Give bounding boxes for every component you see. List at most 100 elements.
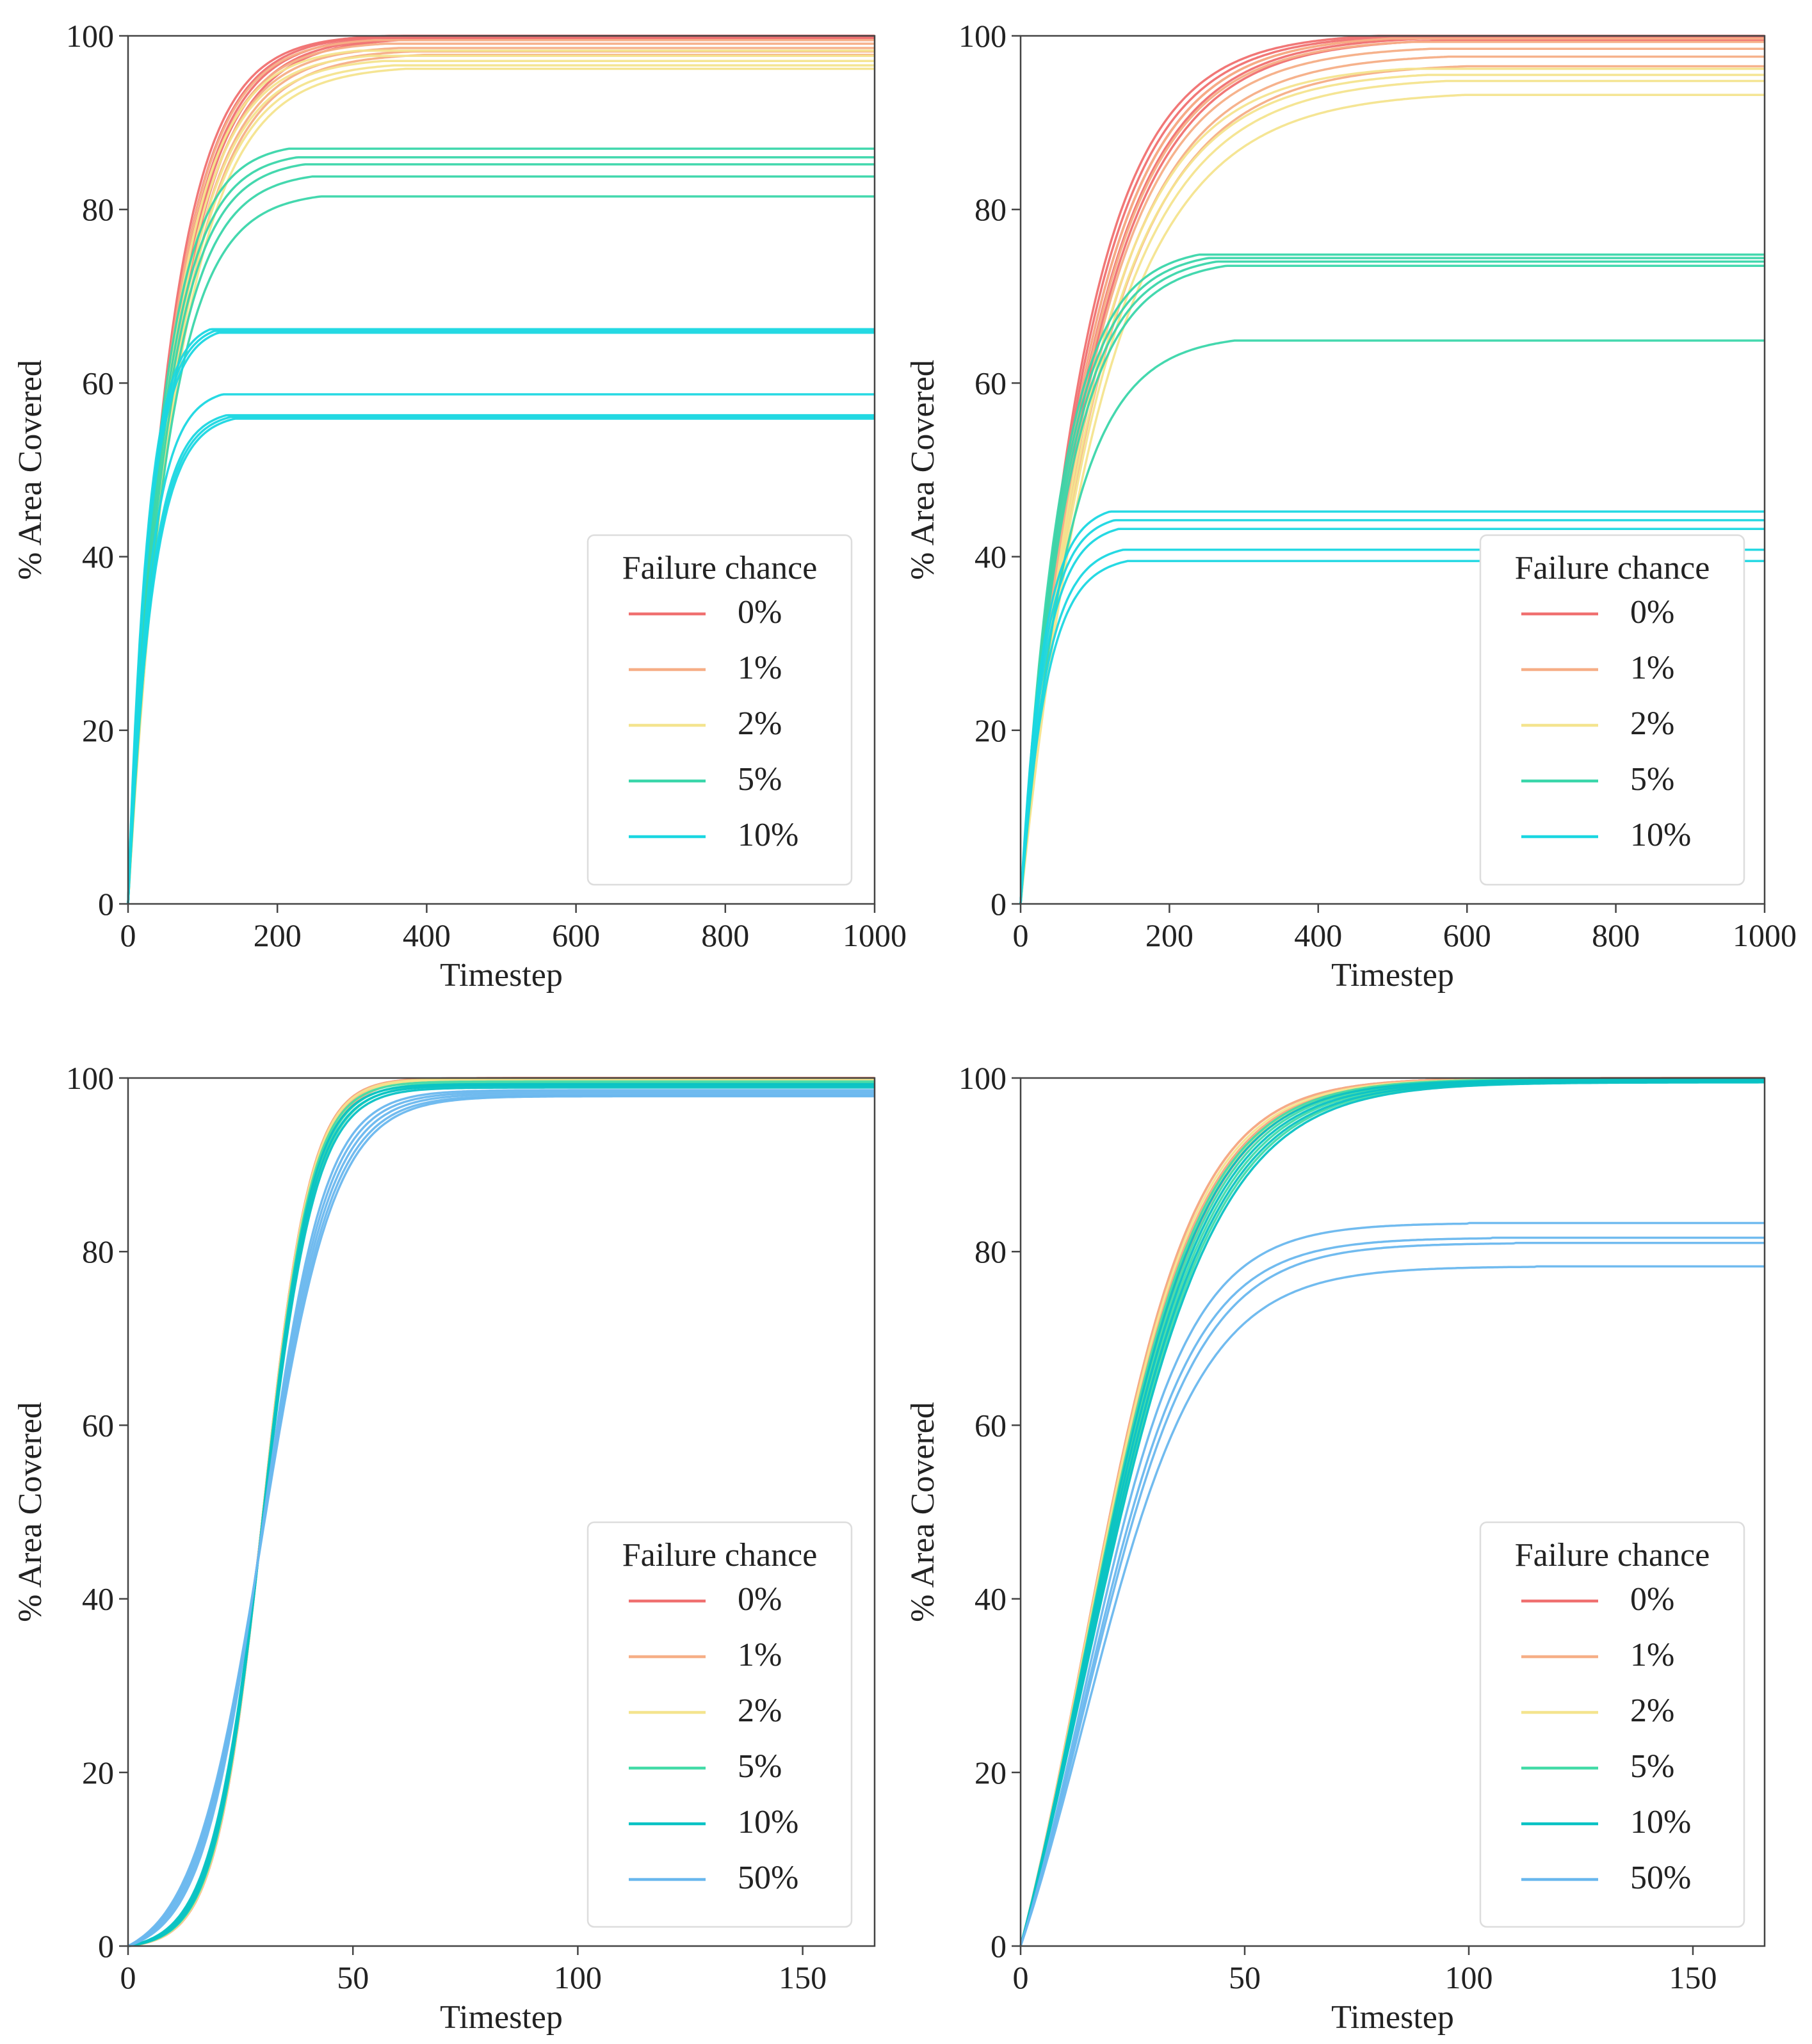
y-tick-label: 80 <box>975 191 1007 227</box>
x-tick-label: 100 <box>1445 1960 1493 1995</box>
x-tick-label: 800 <box>1592 917 1640 953</box>
series-layer <box>1019 1077 1765 1947</box>
x-axis-label: Timestep <box>1331 1999 1454 2036</box>
chart-top-left: 0 200 400 600 800 1000 0 20 40 60 80 100 Timestep %… <box>12 18 907 994</box>
x-tick-label: 100 <box>554 1960 602 1995</box>
y-tick-label: 0 <box>98 886 114 922</box>
y-tick-label: 40 <box>975 1581 1007 1617</box>
x-tick-label: 800 <box>701 917 749 953</box>
legend-title: Failure chance <box>622 550 818 586</box>
x-tick-label: 400 <box>403 917 451 953</box>
chart-bottom-right: 0 50 100 150 0 20 40 60 80 100 Timestep % Area Co… <box>905 1060 1766 2036</box>
y-tick-label: 40 <box>82 1581 114 1617</box>
series-line <box>1019 260 1765 905</box>
legend-entry: 5% <box>629 761 782 798</box>
plot-frame <box>1019 1077 1766 1947</box>
y-tick-label: 0 <box>991 1928 1007 1964</box>
series-line <box>1019 47 1765 905</box>
y-tick-label: 20 <box>82 1755 114 1791</box>
legend-entry: 10% <box>629 1804 798 1840</box>
series-line <box>1019 253 1765 905</box>
legend-label: 50% <box>738 1860 798 1896</box>
legend: Failure chance 0% 1% 2% 5% 10% <box>1479 534 1745 886</box>
y-tick-label: 80 <box>82 1234 114 1269</box>
y-axis-label: % Area Covered <box>905 360 941 580</box>
legend-entry: 0% <box>1521 1581 1674 1618</box>
legend-entry: 50% <box>1521 1860 1691 1896</box>
legend-title: Failure chance <box>1515 1537 1710 1573</box>
ticks-layer: 0 200 400 600 800 1000 0 20 40 60 80 100 <box>66 18 907 953</box>
series-line <box>127 60 875 905</box>
y-tick-label: 100 <box>959 18 1007 54</box>
series-line <box>127 1095 875 1947</box>
legend-label: 10% <box>1630 817 1691 853</box>
x-tick-label: 150 <box>779 1960 827 1995</box>
series-line <box>1019 264 1765 905</box>
legend-box <box>586 534 853 886</box>
legend-label: 1% <box>738 1637 782 1673</box>
y-tick-label: 20 <box>975 1755 1007 1791</box>
legend-label: 10% <box>1630 1804 1691 1840</box>
x-tick-label: 0 <box>1013 917 1029 953</box>
legend-entry: 1% <box>629 650 782 686</box>
legend-entry: 10% <box>1521 817 1691 853</box>
x-tick-label: 200 <box>254 917 302 953</box>
series-line <box>127 64 875 905</box>
series-line <box>1019 527 1765 905</box>
legend-entry: 2% <box>629 705 782 742</box>
series-line <box>127 417 875 905</box>
x-axis-label: Timestep <box>1331 957 1454 994</box>
y-axis-label: % Area Covered <box>905 1402 941 1622</box>
x-tick-label: 600 <box>1443 917 1491 953</box>
legend-label: 0% <box>738 594 782 631</box>
series-line <box>1019 257 1765 905</box>
legend-entries: 0% 1% 2% 5% 10% 50% <box>1521 1581 1691 1896</box>
x-axis-label: Timestep <box>440 957 563 994</box>
y-tick-label: 60 <box>82 365 114 401</box>
y-tick-label: 100 <box>959 1060 1007 1096</box>
legend-entry: 2% <box>629 1693 782 1729</box>
series-line <box>127 54 875 905</box>
plot-frame <box>127 35 876 905</box>
legend-box <box>1479 1521 1745 1928</box>
legend-entry: 0% <box>629 1581 782 1618</box>
legend-entry: 5% <box>1521 761 1674 798</box>
legend-label: 50% <box>1630 1860 1691 1896</box>
series-line <box>127 332 875 905</box>
legend-entry: 1% <box>1521 1637 1674 1673</box>
legend-label: 2% <box>738 705 782 742</box>
legend-label: 2% <box>1630 1693 1674 1729</box>
x-tick-label: 200 <box>1145 917 1193 953</box>
y-tick-label: 60 <box>82 1407 114 1443</box>
legend-entry: 1% <box>1521 650 1674 686</box>
y-tick-label: 60 <box>975 365 1007 401</box>
series-line <box>1019 79 1765 905</box>
x-tick-label: 0 <box>120 1960 136 1995</box>
x-tick-label: 600 <box>552 917 600 953</box>
x-tick-label: 150 <box>1669 1960 1717 1995</box>
series-line <box>127 163 875 905</box>
legend: Failure chance 0% 1% 2% 5% 10% 50% <box>586 1521 853 1928</box>
series-line <box>1019 1081 1765 1947</box>
ticks-layer: 0 50 100 150 0 20 40 60 80 100 <box>959 1060 1717 1995</box>
chart-top-right: 0 200 400 600 800 1000 0 20 40 60 80 100 Timestep %… <box>905 18 1797 994</box>
legend-title: Failure chance <box>1515 550 1710 586</box>
x-tick-label: 0 <box>1013 1960 1029 1995</box>
legend-entry: 5% <box>629 1748 782 1785</box>
y-tick-label: 20 <box>82 712 114 748</box>
legend-label: 0% <box>1630 594 1674 631</box>
series-line <box>1019 74 1765 905</box>
series-line <box>127 328 875 905</box>
x-axis-label: Timestep <box>440 1999 563 2036</box>
legend-entry: 5% <box>1521 1748 1674 1785</box>
series-line <box>127 67 875 905</box>
legend-label: 5% <box>738 1748 782 1785</box>
y-axis-label: % Area Covered <box>12 1402 49 1622</box>
y-axis-label: % Area Covered <box>12 360 49 580</box>
series-line <box>1019 37 1765 905</box>
legend-label: 2% <box>738 1693 782 1729</box>
legend-entry: 2% <box>1521 1693 1674 1729</box>
legend-entry: 0% <box>629 594 782 631</box>
legend: Failure chance 0% 1% 2% 5% 10% 50% <box>1479 1521 1745 1928</box>
